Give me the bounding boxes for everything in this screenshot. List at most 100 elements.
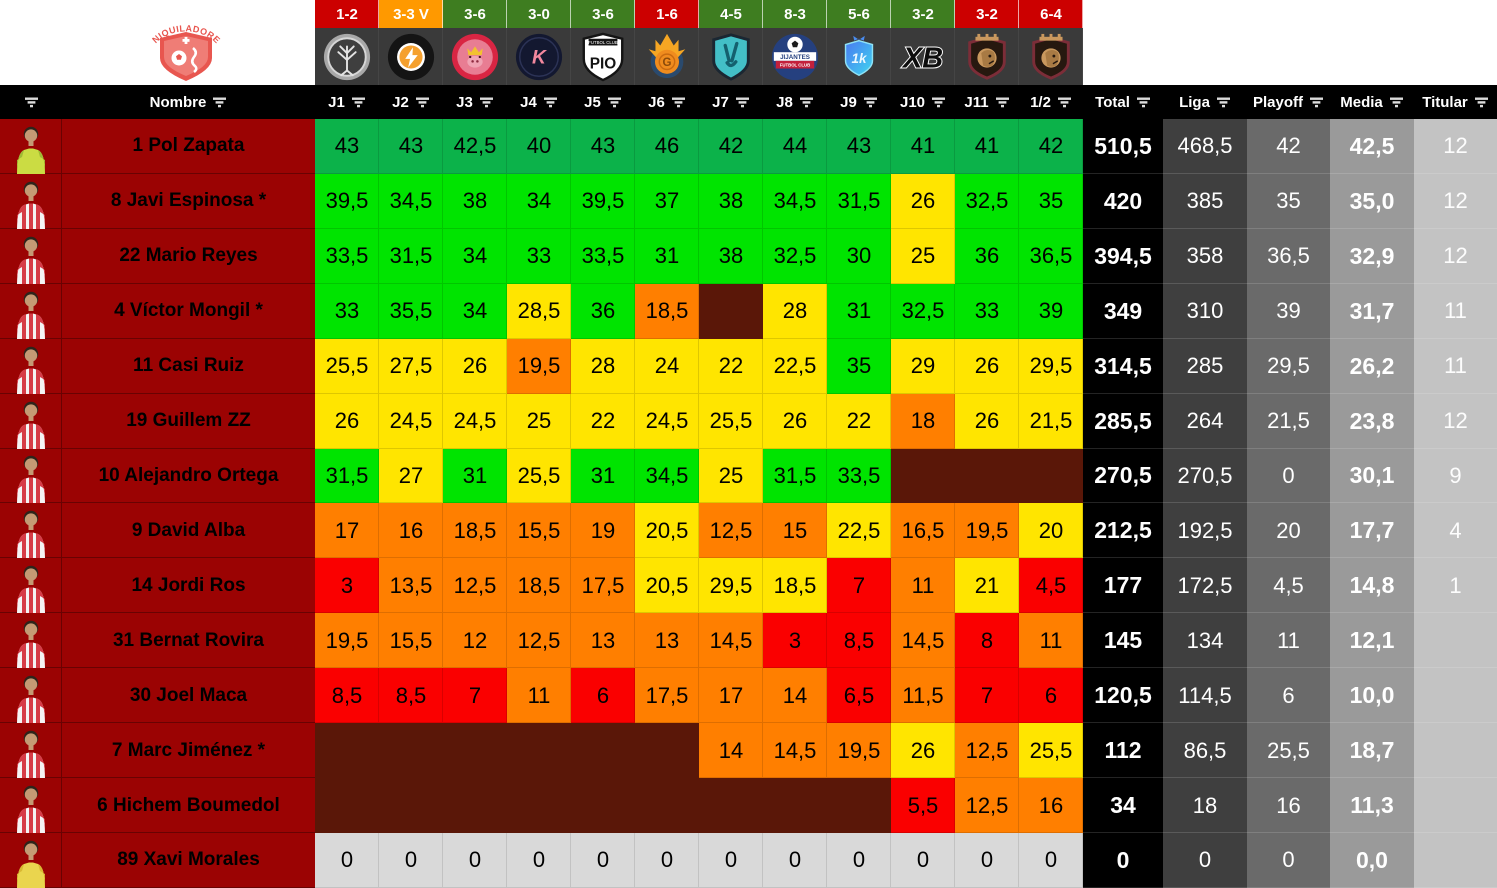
score-cell-J10[interactable]: 0 xyxy=(891,832,955,888)
stat-cell-titular[interactable] xyxy=(1414,832,1497,888)
player-name-cell[interactable]: 89 Xavi Morales xyxy=(62,832,315,888)
score-cell-J8[interactable]: 34,5 xyxy=(763,173,827,229)
score-cell-J9[interactable]: 22 xyxy=(827,393,891,449)
score-cell-J4[interactable]: 33 xyxy=(507,228,571,284)
score-cell-J3[interactable]: 34 xyxy=(443,228,507,284)
score-cell-J4[interactable]: 0 xyxy=(507,832,571,888)
stat-cell-total[interactable]: 212,5 xyxy=(1083,503,1163,559)
stat-cell-titular[interactable]: 12 xyxy=(1414,228,1497,284)
score-cell-J3[interactable]: 18,5 xyxy=(443,503,507,559)
match-result-J9[interactable]: 5-6 xyxy=(827,0,891,28)
score-cell-J8[interactable]: 22,5 xyxy=(763,338,827,394)
score-cell-J4[interactable]: 11 xyxy=(507,668,571,724)
score-cell-J5[interactable]: 0 xyxy=(571,832,635,888)
score-cell-J10[interactable]: 5,5 xyxy=(891,778,955,833)
player-photo-cell[interactable] xyxy=(0,393,62,449)
player-photo-cell[interactable] xyxy=(0,832,62,888)
stat-cell-media[interactable]: 32,9 xyxy=(1330,228,1414,284)
stat-cell-titular[interactable] xyxy=(1414,778,1497,833)
score-cell-J4[interactable]: 15,5 xyxy=(507,503,571,559)
stat-cell-total[interactable]: 270,5 xyxy=(1083,448,1163,504)
round-column-header-J5[interactable]: J5 xyxy=(571,85,635,119)
round-column-header-J1[interactable]: J1 xyxy=(315,85,379,119)
stat-cell-titular[interactable]: 11 xyxy=(1414,283,1497,339)
filter-icon[interactable] xyxy=(1057,97,1072,108)
score-cell-J11[interactable]: 26 xyxy=(955,338,1019,394)
score-cell-1-2[interactable]: 36,5 xyxy=(1019,228,1083,284)
score-cell-J7[interactable] xyxy=(699,778,763,833)
score-cell-1-2[interactable]: 4,5 xyxy=(1019,558,1083,614)
score-cell-J8[interactable]: 26 xyxy=(763,393,827,449)
stat-cell-media[interactable]: 14,8 xyxy=(1330,558,1414,614)
stat-cell-playoff[interactable]: 21,5 xyxy=(1247,393,1330,449)
score-cell-J8[interactable]: 15 xyxy=(763,503,827,559)
score-cell-J6[interactable]: 24,5 xyxy=(635,393,699,449)
stat-cell-titular[interactable] xyxy=(1414,668,1497,724)
stat-cell-total[interactable]: 510,5 xyxy=(1083,119,1163,174)
stat-cell-playoff[interactable]: 0 xyxy=(1247,832,1330,888)
stat-cell-playoff[interactable]: 36,5 xyxy=(1247,228,1330,284)
score-cell-J5[interactable]: 31 xyxy=(571,448,635,504)
player-photo-cell[interactable] xyxy=(0,613,62,669)
player-photo-cell[interactable] xyxy=(0,228,62,284)
player-name-cell[interactable]: 8 Javi Espinosa * xyxy=(62,173,315,229)
score-cell-J2[interactable]: 13,5 xyxy=(379,558,443,614)
round-column-header-J6[interactable]: J6 xyxy=(635,85,699,119)
player-photo-cell[interactable] xyxy=(0,558,62,614)
filter-icon[interactable] xyxy=(1136,97,1151,108)
score-cell-J4[interactable]: 34 xyxy=(507,173,571,229)
score-cell-J11[interactable]: 8 xyxy=(955,613,1019,669)
stat-cell-titular[interactable]: 11 xyxy=(1414,338,1497,394)
score-cell-J5[interactable]: 39,5 xyxy=(571,173,635,229)
filter-icon[interactable] xyxy=(995,97,1010,108)
score-cell-J7[interactable]: 38 xyxy=(699,228,763,284)
stat-cell-media[interactable]: 11,3 xyxy=(1330,778,1414,833)
player-photo-cell[interactable] xyxy=(0,778,62,833)
filter-icon[interactable] xyxy=(735,97,750,108)
stat-cell-total[interactable]: 314,5 xyxy=(1083,338,1163,394)
score-cell-J9[interactable]: 35 xyxy=(827,338,891,394)
player-photo-cell[interactable] xyxy=(0,503,62,559)
stat-cell-titular[interactable]: 4 xyxy=(1414,503,1497,559)
score-cell-J1[interactable] xyxy=(315,723,379,779)
score-cell-J6[interactable]: 34,5 xyxy=(635,448,699,504)
match-result-J2[interactable]: 3-3 V xyxy=(379,0,443,28)
stat-cell-liga[interactable]: 114,5 xyxy=(1163,668,1247,724)
score-cell-J5[interactable] xyxy=(571,723,635,779)
score-cell-J1[interactable] xyxy=(315,778,379,833)
score-cell-J2[interactable] xyxy=(379,778,443,833)
score-cell-1-2[interactable]: 6 xyxy=(1019,668,1083,724)
stat-cell-total[interactable]: 420 xyxy=(1083,173,1163,229)
stat-cell-media[interactable]: 26,2 xyxy=(1330,338,1414,394)
score-cell-J5[interactable] xyxy=(571,778,635,833)
score-cell-J1[interactable]: 3 xyxy=(315,558,379,614)
round-column-header-J7[interactable]: J7 xyxy=(699,85,763,119)
score-cell-1-2[interactable]: 39 xyxy=(1019,283,1083,339)
score-cell-J9[interactable]: 19,5 xyxy=(827,723,891,779)
score-cell-J1[interactable]: 0 xyxy=(315,832,379,888)
score-cell-1-2[interactable] xyxy=(1019,448,1083,504)
stat-cell-liga[interactable]: 172,5 xyxy=(1163,558,1247,614)
score-cell-J6[interactable]: 18,5 xyxy=(635,283,699,339)
photo-column-header[interactable] xyxy=(0,85,62,119)
score-cell-J11[interactable]: 0 xyxy=(955,832,1019,888)
score-cell-J3[interactable]: 26 xyxy=(443,338,507,394)
score-cell-J7[interactable]: 14 xyxy=(699,723,763,779)
stat-cell-liga[interactable]: 264 xyxy=(1163,393,1247,449)
filter-icon[interactable] xyxy=(607,97,622,108)
opponent-cell-rayo-de-barcelona[interactable] xyxy=(379,28,443,85)
player-photo-cell[interactable] xyxy=(0,338,62,394)
score-cell-J9[interactable]: 22,5 xyxy=(827,503,891,559)
stat-cell-total[interactable]: 120,5 xyxy=(1083,668,1163,724)
stat-cell-total[interactable]: 145 xyxy=(1083,613,1163,669)
stat-cell-titular[interactable]: 1 xyxy=(1414,558,1497,614)
score-cell-J5[interactable]: 13 xyxy=(571,613,635,669)
score-cell-J6[interactable] xyxy=(635,723,699,779)
stat-cell-playoff[interactable]: 35 xyxy=(1247,173,1330,229)
score-cell-J7[interactable]: 38 xyxy=(699,173,763,229)
score-cell-J6[interactable]: 0 xyxy=(635,832,699,888)
player-photo-cell[interactable] xyxy=(0,448,62,504)
score-cell-J6[interactable]: 31 xyxy=(635,228,699,284)
score-cell-J10[interactable]: 11,5 xyxy=(891,668,955,724)
score-cell-J5[interactable]: 22 xyxy=(571,393,635,449)
